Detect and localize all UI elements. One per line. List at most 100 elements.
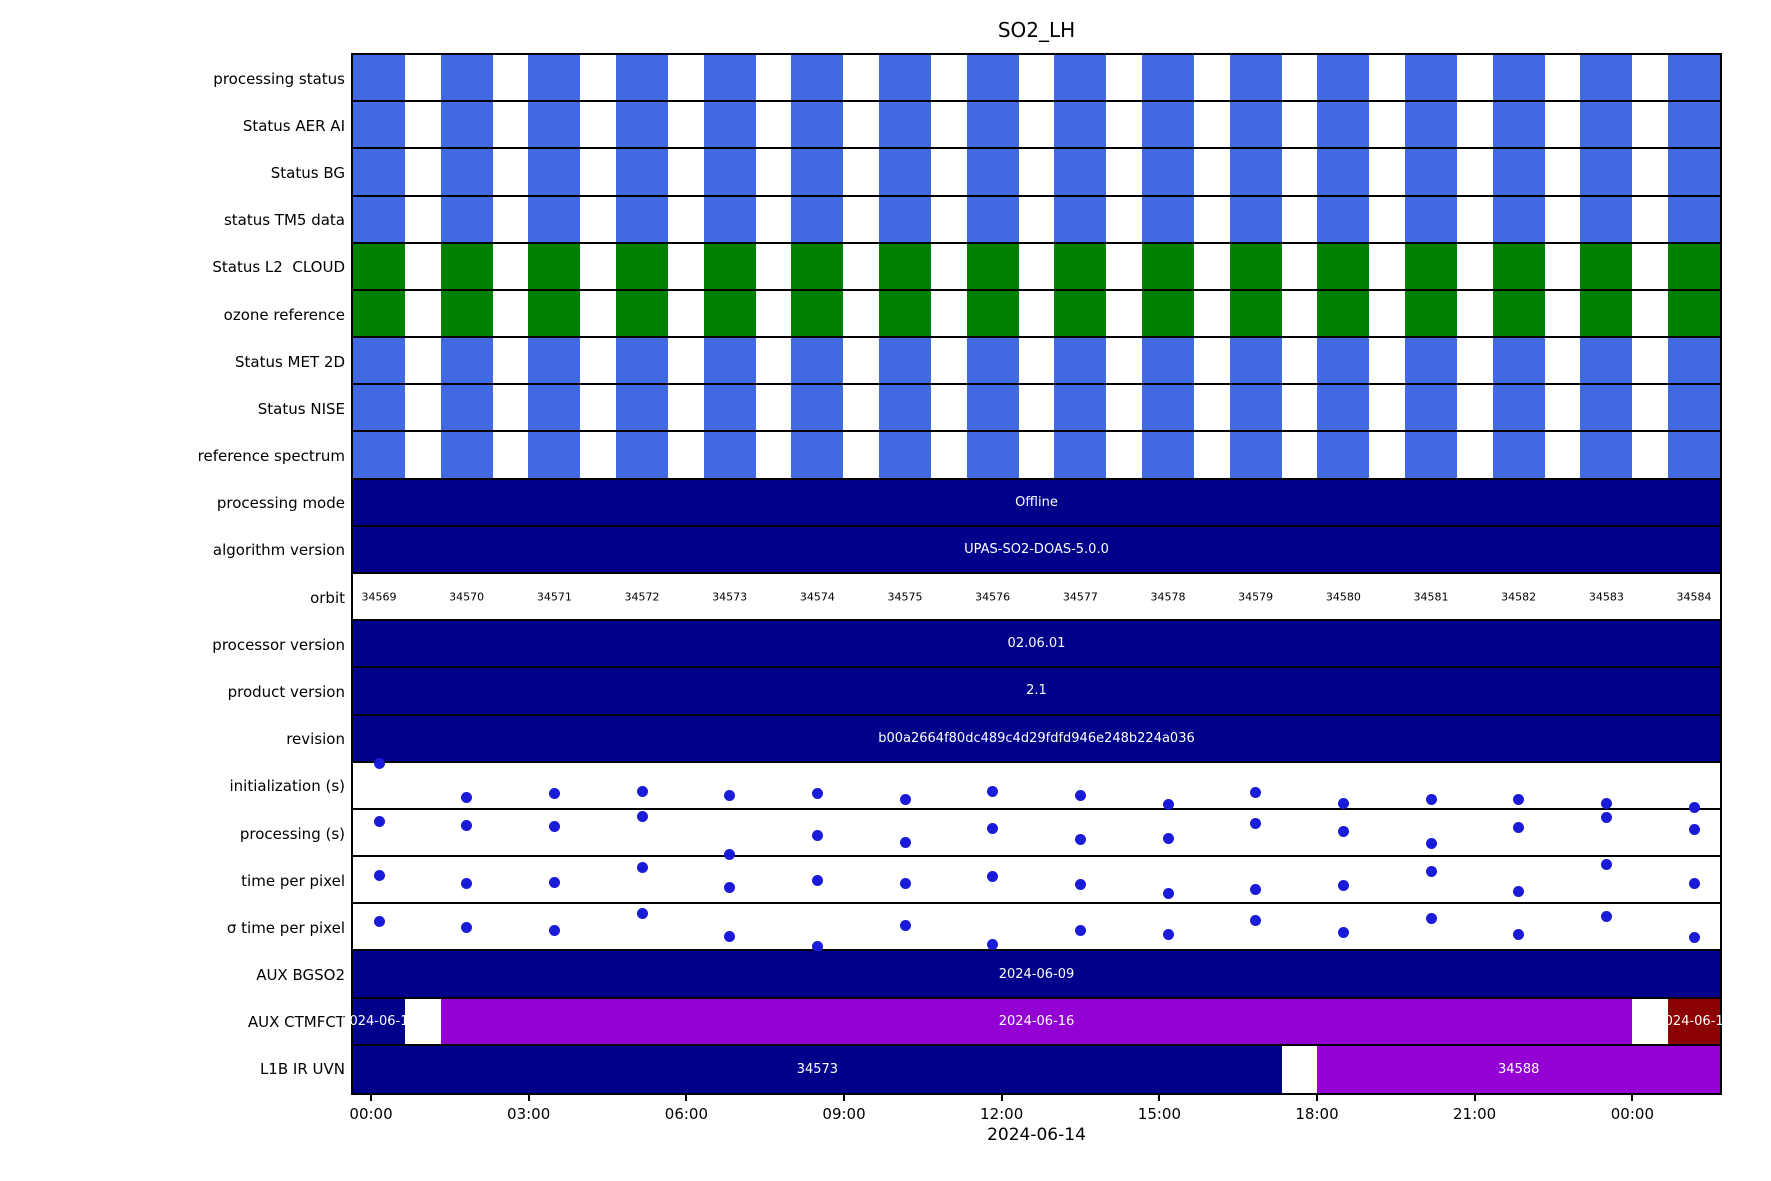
row-label: AUX CTMFCT — [247, 1013, 345, 1032]
orbit-status-bar — [879, 243, 931, 289]
data-point — [1600, 910, 1612, 922]
orbit-number: 34569 — [361, 590, 397, 604]
orbit-status-bar — [879, 385, 931, 431]
orbit-status-bar — [966, 243, 1019, 289]
orbit-status-bar — [1229, 102, 1282, 148]
data-point — [1250, 817, 1262, 829]
orbit-status-bar — [1317, 385, 1370, 431]
orbit-number: 34575 — [887, 590, 923, 604]
row-full: 2024-06-09 — [353, 951, 1720, 999]
orbit-status-bar — [879, 102, 931, 148]
x-tick-label: 21:00 — [1452, 1105, 1497, 1123]
row-label: processing (s) — [239, 824, 345, 843]
orbit-status-bar — [791, 243, 844, 289]
orbit-status-bar — [1405, 149, 1457, 195]
orbit-status-bar — [1229, 55, 1282, 101]
band-text: 02.06.01 — [1007, 636, 1066, 652]
row-bars — [353, 149, 1720, 197]
orbit-status-bar — [1668, 290, 1720, 337]
orbit-status-bar — [1142, 338, 1194, 384]
data-point — [1425, 794, 1437, 806]
data-point — [987, 938, 999, 950]
orbit-status-bar — [528, 385, 581, 431]
data-point — [1425, 865, 1437, 877]
x-axis: 00:00 03:00 06:00 09:00 12:00 15:00 18:00 21:00… — [349, 1093, 1720, 1163]
data-point — [1600, 797, 1612, 809]
orbit-status-bar — [1668, 149, 1720, 195]
x-tick-label: 09:00 — [822, 1105, 866, 1123]
chart-title: SO2_LH — [997, 18, 1076, 42]
orbit-status-bar — [703, 385, 756, 431]
orbit-status-bar — [528, 55, 581, 101]
orbit-status-bar — [616, 149, 668, 195]
orbit-status-bar — [1492, 243, 1545, 289]
orbit-status-bar — [353, 385, 405, 431]
orbit-status-bar — [879, 290, 931, 337]
orbit-status-bar — [1668, 432, 1720, 478]
orbit-status-bar — [1142, 290, 1194, 337]
data-point — [1074, 878, 1086, 890]
orbit-status-bar — [703, 432, 756, 478]
data-point — [1600, 812, 1612, 824]
orbit-status-bar — [1054, 196, 1107, 242]
row-label: revision — [286, 730, 345, 749]
orbit-status-bar — [1492, 385, 1545, 431]
data-point — [1162, 832, 1174, 844]
orbit-status-bar — [1580, 196, 1633, 242]
orbit-status-bar — [1580, 243, 1633, 289]
orbit-status-bar — [791, 432, 844, 478]
x-tick-mark — [685, 1093, 688, 1101]
row-bars — [353, 102, 1720, 150]
orbit-status-bar — [1317, 290, 1370, 337]
orbit-status-bar — [1405, 102, 1457, 148]
orbit-status-bar — [966, 290, 1019, 337]
row-scatter — [353, 857, 1720, 905]
row-bars — [353, 243, 1720, 291]
time-segment: 2024-06-16 — [440, 998, 1633, 1044]
orbit-number: 34577 — [1062, 590, 1098, 604]
data-point — [1688, 931, 1700, 943]
orbit-status-bar — [528, 196, 581, 242]
orbit-status-bar — [616, 385, 668, 431]
orbit-status-bar — [1317, 55, 1370, 101]
orbit-status-bar — [1054, 243, 1107, 289]
orbit-status-bar — [879, 149, 931, 195]
orbit-status-bar — [1054, 290, 1107, 337]
row-bars — [353, 55, 1720, 103]
orbit-status-bar — [1142, 149, 1194, 195]
orbit-status-bar — [1492, 55, 1545, 101]
orbit-number: 34576 — [975, 590, 1011, 604]
orbit-status-bar — [616, 338, 668, 384]
data-point — [548, 924, 560, 936]
orbit-number: 34580 — [1325, 590, 1361, 604]
orbit-number: 34571 — [536, 590, 572, 604]
band-text: UPAS-SO2-DOAS-5.0.0 — [964, 541, 1109, 557]
x-tick-mark — [1000, 1093, 1003, 1101]
data-point — [1337, 879, 1349, 891]
orbit-status-bar — [616, 243, 668, 289]
orbit-status-bar — [353, 290, 405, 337]
data-point — [1688, 801, 1700, 813]
orbit-status-bar — [1668, 102, 1720, 148]
orbit-status-bar — [616, 55, 668, 101]
orbit-number: 34572 — [624, 590, 660, 604]
orbit-status-bar — [879, 55, 931, 101]
orbit-status-bar — [1317, 432, 1370, 478]
orbit-status-bar — [616, 196, 668, 242]
row-scatter — [353, 904, 1720, 953]
x-tick-label: 00:00 — [349, 1105, 393, 1123]
orbit-status-bar — [353, 149, 405, 195]
data-point — [811, 875, 823, 887]
orbit-status-bar — [528, 243, 581, 289]
x-tick-mark — [1473, 1093, 1476, 1101]
orbit-status-bar — [353, 55, 405, 101]
orbit-status-bar — [703, 290, 756, 337]
orbit-status-bar — [791, 385, 844, 431]
segment-text: 2024-06-15 — [341, 1013, 417, 1029]
orbit-status-bar — [1229, 149, 1282, 195]
orbit-number: 34584 — [1676, 590, 1712, 604]
orbit-status-bar — [1668, 55, 1720, 101]
data-point — [899, 919, 911, 931]
row-label: L1B IR UVN — [259, 1060, 345, 1079]
